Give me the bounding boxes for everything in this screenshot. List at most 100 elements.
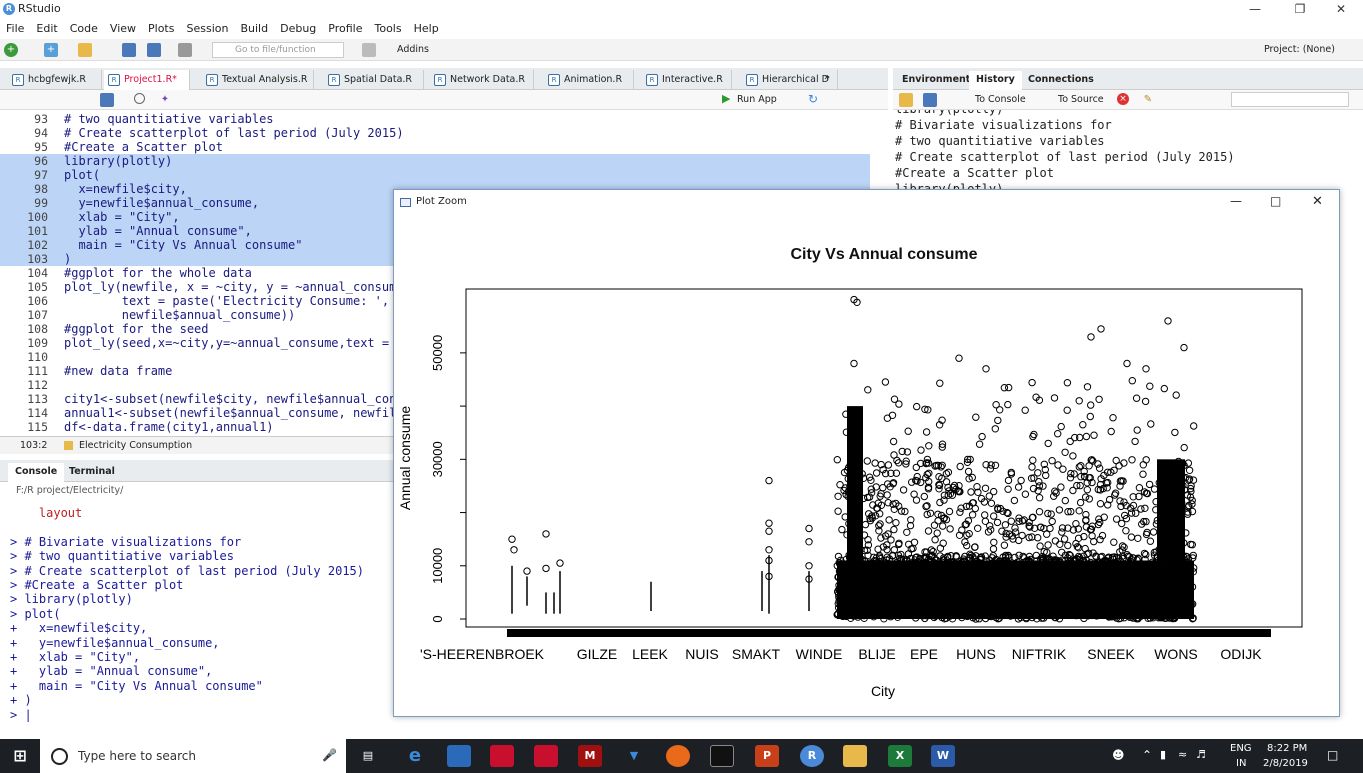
file-explorer-icon[interactable] [843, 745, 867, 767]
history-list[interactable]: library(plotly) # Bivariate visualization… [893, 110, 1345, 190]
history-entry[interactable]: library(plotly) [895, 182, 1004, 190]
task-view-icon[interactable]: ▤ [362, 749, 374, 762]
code-line[interactable]: 104 #ggplot for the whole data [0, 266, 870, 280]
search-icon[interactable] [134, 93, 145, 104]
taskbar-search[interactable]: Type here to search 🎤 [40, 739, 346, 773]
project-menu[interactable]: Project: (None) [1264, 44, 1335, 55]
tab-spatial-data[interactable]: R Spatial Data.R [324, 70, 424, 90]
word-icon[interactable]: W [931, 745, 955, 767]
new-project-icon[interactable]: + [44, 43, 58, 57]
mcafee-icon[interactable]: M [578, 745, 602, 767]
code-line[interactable]: 106 text = paste('Electricity Consume: '… [0, 294, 870, 308]
load-history-icon[interactable] [899, 93, 913, 107]
minimize-icon[interactable]: — [1230, 194, 1242, 208]
tab-console[interactable]: Console [8, 463, 65, 482]
tab-environment[interactable]: Environment [902, 74, 971, 85]
grid-icon[interactable] [362, 43, 376, 57]
code-line[interactable]: 105 plot_ly(newfile, x = ~city, y = ~annu… [0, 280, 870, 294]
tab-history[interactable]: History [969, 71, 1022, 90]
code-line[interactable]: 109 plot_ly(seed,x=~city,y=~annual_consum… [0, 336, 870, 350]
notification-icon[interactable]: □ [1327, 748, 1339, 762]
code-line[interactable]: 107 newfile$annual_consume)) [0, 308, 870, 322]
code-line[interactable]: 94 # Create scatterplot of last period (J… [0, 126, 870, 140]
print-icon[interactable] [178, 43, 192, 57]
minimize-icon[interactable]: — [1249, 2, 1261, 16]
app-icon[interactable] [490, 745, 514, 767]
tab-hierarchical[interactable]: R Hierarchical D [742, 70, 838, 90]
magic-wand-icon[interactable]: ✦ [160, 94, 170, 105]
code-line[interactable]: 114 annual1<-subset(newfile$annual_consum… [0, 406, 870, 420]
new-file-icon[interactable]: + [4, 43, 18, 57]
menu-edit[interactable]: Edit [36, 22, 58, 35]
save-history-icon[interactable] [923, 93, 937, 107]
tab-animation[interactable]: R Animation.R [544, 70, 634, 90]
save-icon[interactable] [100, 93, 114, 107]
menu-session[interactable]: Session [186, 22, 229, 35]
more-tabs-icon[interactable]: » [824, 72, 831, 83]
code-line[interactable]: 95 #Create a Scatter plot [0, 140, 870, 154]
open-file-icon[interactable] [78, 43, 92, 57]
tab-interactive[interactable]: R Interactive.R [642, 70, 732, 90]
wifi-icon[interactable]: ≈ [1178, 748, 1188, 761]
save-icon[interactable] [122, 43, 136, 57]
menu-code[interactable]: Code [69, 22, 98, 35]
clock-date[interactable]: 2/8/2019 [1263, 758, 1308, 769]
app-icon[interactable]: ▼ [629, 749, 639, 762]
run-app-button[interactable]: Run App [737, 94, 777, 105]
menu-view[interactable]: View [109, 22, 137, 35]
code-line[interactable]: 110 [0, 350, 870, 364]
code-line[interactable]: 96 library(plotly) [0, 154, 870, 168]
code-line[interactable]: 97 plot( [0, 168, 870, 182]
menu-help[interactable]: Help [413, 22, 439, 35]
code-line[interactable]: 112 [0, 378, 870, 392]
tab-project1[interactable]: R Project1.R* [104, 70, 190, 90]
menu-build[interactable]: Build [240, 22, 269, 35]
edge-icon[interactable]: e [408, 745, 422, 766]
to-console-button[interactable]: To Console [975, 94, 1026, 105]
tab-terminal[interactable]: Terminal [69, 466, 115, 477]
tab-textual-analysis[interactable]: R Textual Analysis.R [202, 70, 314, 90]
history-entry[interactable]: #Create a Scatter plot [895, 166, 1054, 180]
restore-icon[interactable]: ❐ [1294, 2, 1306, 16]
close-icon[interactable]: ✕ [1335, 2, 1347, 16]
terminal-icon[interactable] [710, 745, 734, 767]
history-entry[interactable]: # Bivariate visualizations for [895, 118, 1112, 132]
save-all-icon[interactable] [147, 43, 161, 57]
menu-tools[interactable]: Tools [374, 22, 402, 35]
microphone-icon[interactable]: 🎤 [322, 748, 337, 762]
powerpoint-icon[interactable]: P [755, 745, 779, 767]
language-indicator[interactable]: ENG [1230, 743, 1252, 754]
addins-menu[interactable]: Addins [397, 44, 430, 55]
broom-icon[interactable]: ✎ [1143, 94, 1153, 105]
clock-time[interactable]: 8:22 PM [1267, 743, 1308, 754]
store-icon[interactable] [447, 745, 471, 767]
to-source-button[interactable]: To Source [1058, 94, 1104, 105]
menu-file[interactable]: File [6, 22, 25, 35]
volume-icon[interactable]: ♬ [1196, 748, 1206, 761]
windows-start-icon[interactable]: ⊞ [13, 746, 27, 765]
firefox-icon[interactable] [666, 745, 690, 767]
code-line[interactable]: 93 # two quantitiative variables [0, 112, 870, 126]
run-app-icon[interactable]: ▶ [722, 92, 731, 105]
code-line[interactable]: 111 #new data frame [0, 364, 870, 378]
menu-profile[interactable]: Profile [328, 22, 363, 35]
code-line[interactable]: 113 city1<-subset(newfile$city, newfile$a… [0, 392, 870, 406]
people-icon[interactable]: ☻ [1112, 748, 1125, 762]
tab-connections[interactable]: Connections [1028, 74, 1094, 85]
menu-plots[interactable]: Plots [148, 22, 175, 35]
remove-icon[interactable]: × [1117, 93, 1129, 105]
region-indicator[interactable]: IN [1236, 758, 1247, 769]
excel-icon[interactable]: X [888, 745, 912, 767]
tab-network-data[interactable]: R Network Data.R [430, 70, 534, 90]
battery-icon[interactable]: ▮ [1160, 748, 1167, 761]
history-entry[interactable]: # Create scatterplot of last period (Jul… [895, 150, 1235, 164]
history-entry[interactable]: library(plotly) [895, 110, 1003, 116]
rstudio-icon[interactable]: R [800, 745, 824, 767]
publish-icon[interactable]: ↻ [808, 92, 819, 106]
history-entry[interactable]: # two quantitiative variables [895, 134, 1105, 148]
menu-debug[interactable]: Debug [280, 22, 317, 35]
close-icon[interactable]: ✕ [1312, 194, 1323, 209]
code-line[interactable]: 115 df<-data.frame(city1,annual1) [0, 420, 870, 434]
goto-file-input[interactable]: Go to file/function [212, 42, 344, 58]
